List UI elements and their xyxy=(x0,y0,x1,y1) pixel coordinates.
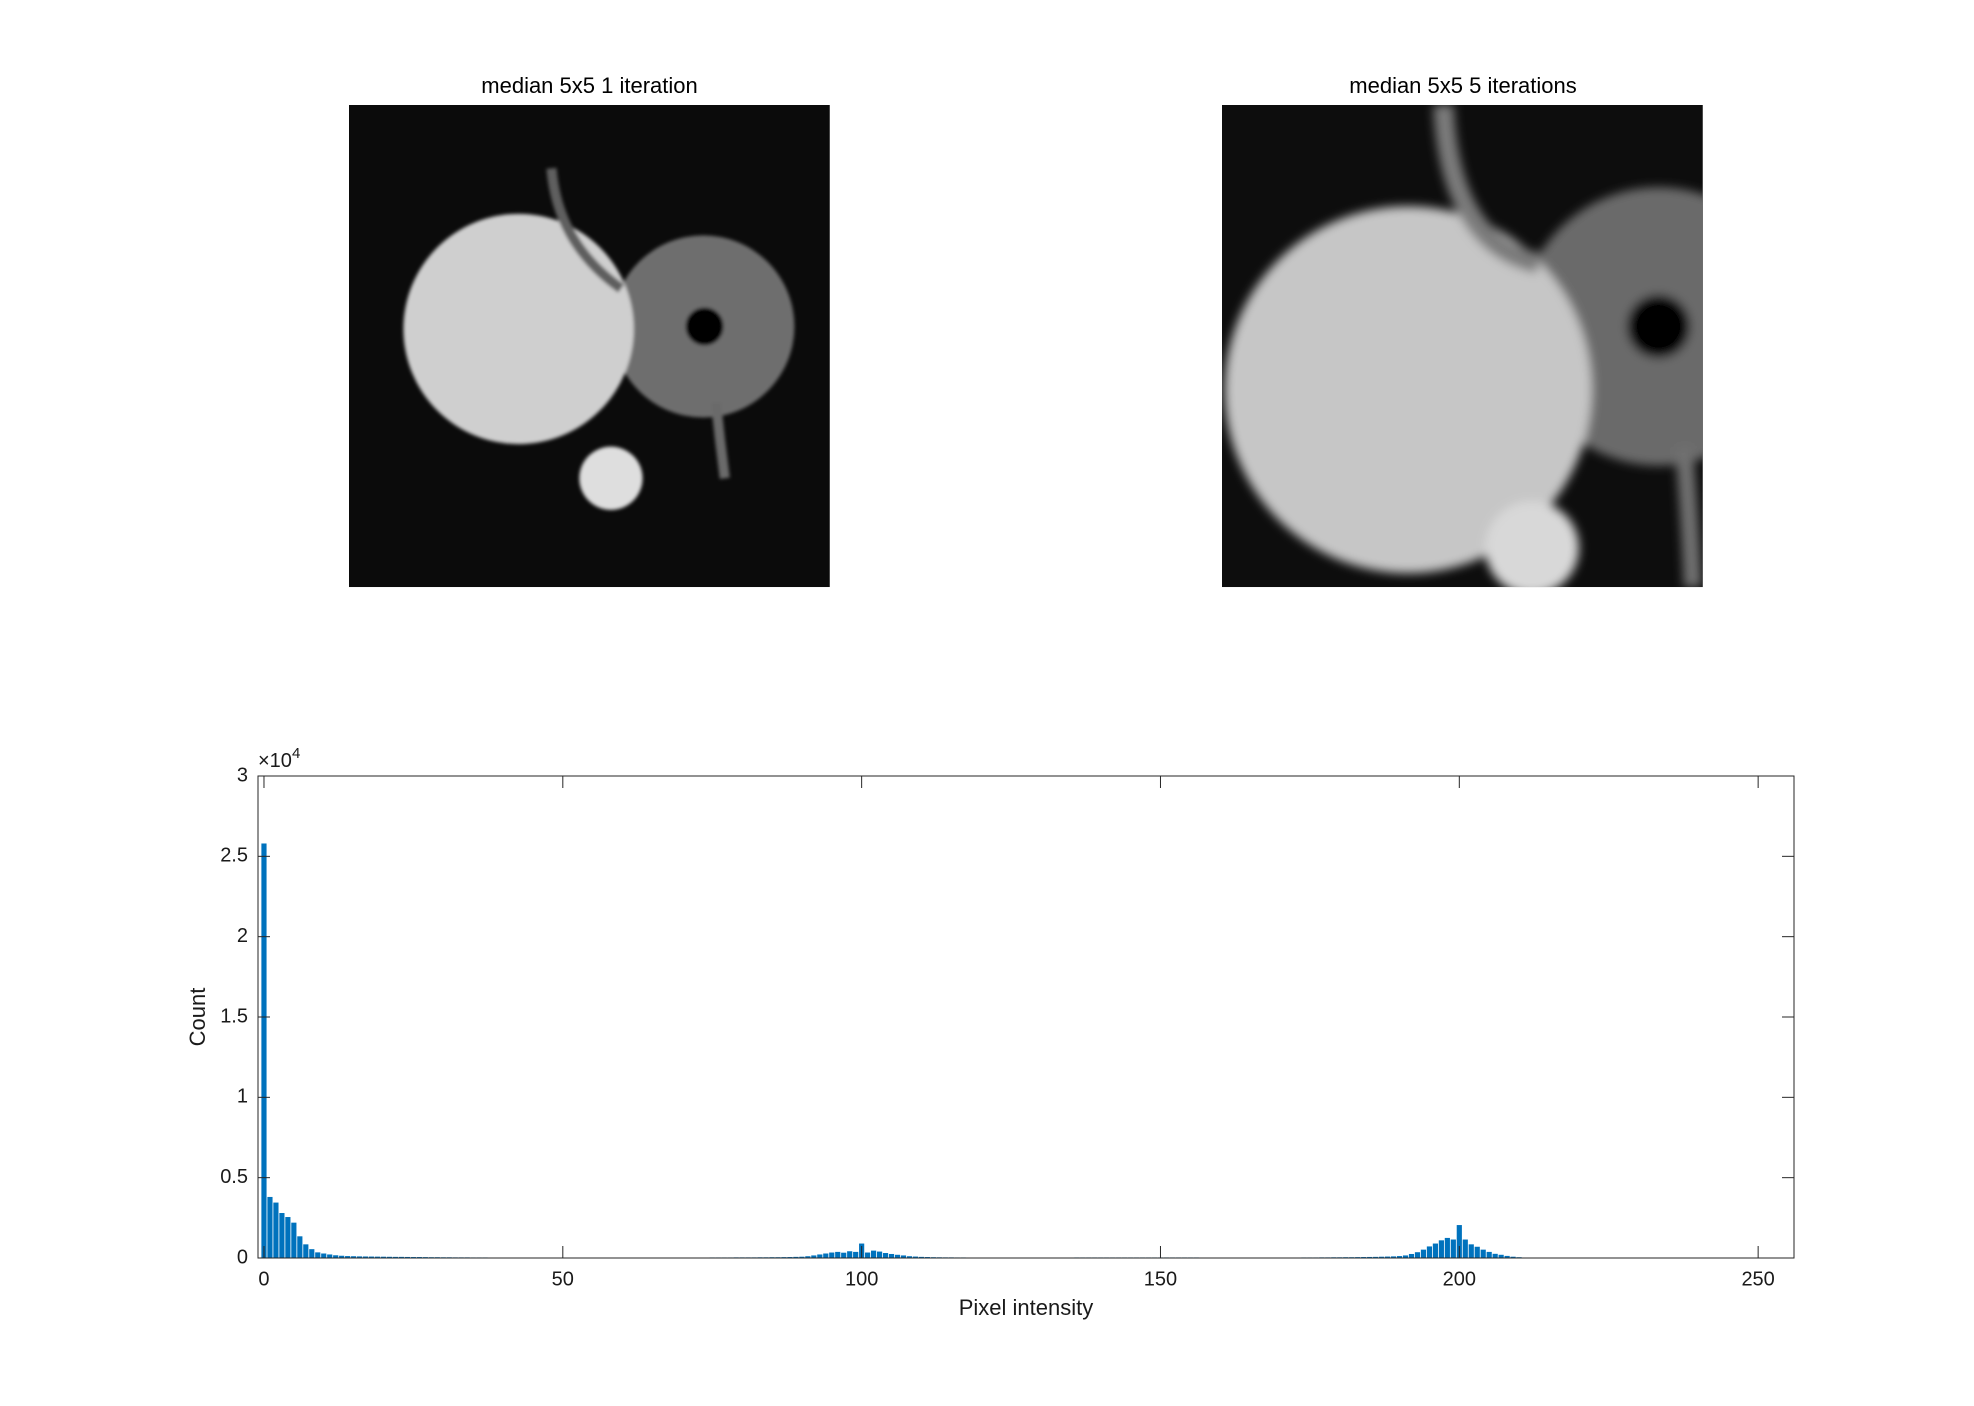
bar xyxy=(374,1256,381,1258)
bar xyxy=(327,1254,333,1258)
bar xyxy=(912,1256,919,1258)
bar xyxy=(1367,1256,1373,1258)
bar xyxy=(1373,1256,1379,1258)
y-tick-label: 1.5 xyxy=(220,1005,248,1027)
bar xyxy=(1426,1246,1433,1258)
bar xyxy=(1444,1237,1450,1258)
exponent-base: ×10 xyxy=(258,750,292,772)
x-tick-label: 100 xyxy=(845,1268,878,1290)
bar xyxy=(1432,1243,1438,1258)
x-tick-label: 50 xyxy=(552,1268,574,1290)
bar xyxy=(285,1217,291,1258)
bar xyxy=(1504,1255,1510,1258)
bar xyxy=(853,1251,859,1258)
bar xyxy=(291,1222,297,1258)
bar xyxy=(1462,1239,1468,1258)
bar xyxy=(829,1252,835,1258)
bar xyxy=(321,1253,327,1258)
bar xyxy=(841,1252,847,1258)
bar xyxy=(297,1236,303,1258)
bar xyxy=(1498,1254,1504,1258)
bar xyxy=(823,1253,829,1258)
bar xyxy=(279,1213,285,1258)
bar xyxy=(865,1252,871,1258)
bar xyxy=(345,1256,351,1258)
bar xyxy=(918,1256,924,1258)
bar xyxy=(871,1250,877,1258)
bar xyxy=(1486,1251,1492,1258)
bar xyxy=(380,1256,387,1258)
x-axis-label: Pixel intensity xyxy=(959,1295,1094,1320)
y-tick-label: 2.5 xyxy=(220,845,248,867)
image-title: median 5x5 5 iterations xyxy=(1349,73,1576,98)
bar xyxy=(847,1251,853,1258)
bar xyxy=(811,1255,817,1258)
bar xyxy=(1480,1249,1486,1258)
y-tick-label: 3 xyxy=(237,764,248,786)
y-tick-label: 0.5 xyxy=(220,1166,248,1188)
bar xyxy=(894,1254,901,1258)
bar xyxy=(261,843,267,1258)
bar xyxy=(1438,1240,1444,1258)
bar xyxy=(351,1256,357,1258)
y-axis-label: Count xyxy=(185,988,210,1047)
bar xyxy=(386,1256,393,1258)
bar xyxy=(888,1253,895,1258)
image xyxy=(349,105,830,588)
bar xyxy=(882,1253,889,1258)
y-exponent: ×104 xyxy=(258,745,300,772)
image xyxy=(1222,105,1703,588)
image-title: median 5x5 1 iteration xyxy=(481,73,697,98)
bar xyxy=(1402,1255,1409,1258)
bar xyxy=(392,1256,399,1258)
bar xyxy=(333,1255,339,1258)
bar xyxy=(309,1249,315,1258)
x-tick-label: 250 xyxy=(1741,1268,1774,1290)
bar xyxy=(1384,1256,1391,1258)
bar xyxy=(793,1256,799,1258)
y-tick-label: 2 xyxy=(237,925,248,947)
bar xyxy=(1474,1246,1480,1258)
x-tick-label: 0 xyxy=(258,1268,269,1290)
bar xyxy=(303,1244,309,1258)
bar xyxy=(362,1256,369,1258)
bar xyxy=(817,1254,823,1258)
bar xyxy=(1510,1256,1516,1258)
bar xyxy=(1379,1256,1385,1258)
bar xyxy=(404,1256,411,1258)
bar xyxy=(1396,1256,1403,1258)
bar xyxy=(1450,1239,1456,1258)
bar xyxy=(398,1256,405,1258)
bar xyxy=(273,1202,279,1258)
bar xyxy=(835,1251,841,1258)
y-tick-label: 1 xyxy=(237,1086,248,1108)
bar xyxy=(906,1256,913,1258)
bar xyxy=(1456,1225,1462,1258)
bar xyxy=(315,1252,321,1258)
bar xyxy=(1390,1256,1397,1258)
y-tick-label: 0 xyxy=(237,1246,248,1268)
bar xyxy=(267,1196,273,1258)
bar xyxy=(1420,1249,1427,1258)
bar xyxy=(339,1255,345,1258)
bar xyxy=(1408,1253,1415,1258)
exponent-power: 4 xyxy=(292,745,300,762)
x-tick-label: 150 xyxy=(1144,1268,1177,1290)
bar xyxy=(357,1256,363,1258)
x-tick-label: 200 xyxy=(1443,1268,1476,1290)
bar xyxy=(368,1256,375,1258)
bar xyxy=(1414,1252,1421,1258)
bar xyxy=(1468,1244,1474,1258)
bar xyxy=(900,1255,907,1258)
bar xyxy=(876,1251,883,1258)
bar xyxy=(799,1256,805,1258)
axes-box xyxy=(257,775,1795,1259)
bar xyxy=(805,1256,811,1258)
bar xyxy=(1492,1253,1498,1258)
